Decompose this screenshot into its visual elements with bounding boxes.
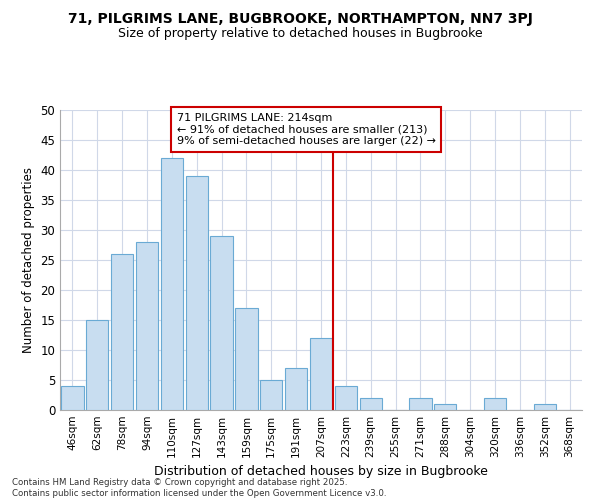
Text: 71 PILGRIMS LANE: 214sqm
← 91% of detached houses are smaller (213)
9% of semi-d: 71 PILGRIMS LANE: 214sqm ← 91% of detach… [177, 113, 436, 146]
Bar [409, 398, 431, 410]
X-axis label: Distribution of detached houses by size in Bugbrooke: Distribution of detached houses by size … [154, 466, 488, 478]
Bar [86, 320, 109, 410]
Bar [434, 404, 457, 410]
Bar [185, 176, 208, 410]
Bar [235, 308, 257, 410]
Bar [335, 386, 357, 410]
Bar [260, 380, 283, 410]
Text: Size of property relative to detached houses in Bugbrooke: Size of property relative to detached ho… [118, 28, 482, 40]
Bar [310, 338, 332, 410]
Y-axis label: Number of detached properties: Number of detached properties [22, 167, 35, 353]
Bar [136, 242, 158, 410]
Bar [533, 404, 556, 410]
Bar [484, 398, 506, 410]
Bar [211, 236, 233, 410]
Bar [161, 158, 183, 410]
Text: 71, PILGRIMS LANE, BUGBROOKE, NORTHAMPTON, NN7 3PJ: 71, PILGRIMS LANE, BUGBROOKE, NORTHAMPTO… [68, 12, 532, 26]
Bar [61, 386, 83, 410]
Text: Contains HM Land Registry data © Crown copyright and database right 2025.
Contai: Contains HM Land Registry data © Crown c… [12, 478, 386, 498]
Bar [111, 254, 133, 410]
Bar [359, 398, 382, 410]
Bar [285, 368, 307, 410]
